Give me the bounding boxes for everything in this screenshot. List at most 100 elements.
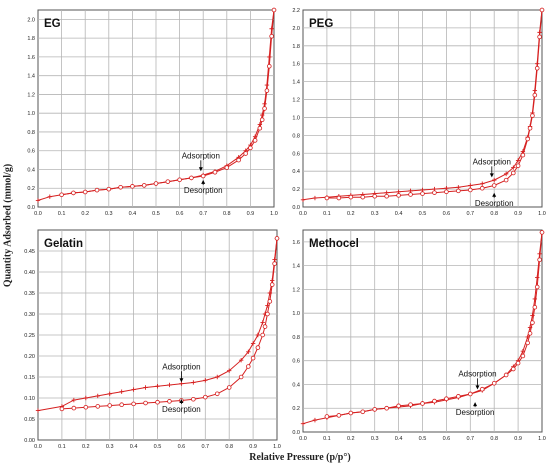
adsorption-point (143, 385, 148, 390)
desorption-point (264, 88, 270, 93)
desorption-point (479, 386, 485, 392)
desorption-point (372, 193, 378, 199)
desorption-point (372, 407, 378, 412)
desorption-point (95, 404, 101, 409)
x-tick-label: 0.7 (466, 436, 474, 442)
desorption-point (200, 173, 206, 179)
y-tick-label: 1.0 (292, 311, 300, 317)
desorption-point (432, 190, 437, 195)
adsorption-point (155, 384, 160, 389)
adsorption-point (532, 296, 538, 302)
annotation-desorption: Desorption (162, 405, 201, 414)
desorption-point (131, 401, 136, 407)
x-tick-label: 0.1 (58, 444, 66, 450)
y-tick-label: 0.0 (292, 430, 300, 436)
desorption-point (238, 374, 244, 380)
y-tick-label: 0.2 (27, 186, 35, 192)
desorption-point (265, 311, 270, 317)
adsorption-point (71, 397, 77, 403)
annotation-adsorption: Adsorption (473, 157, 511, 166)
y-tick-label: 1.8 (292, 44, 300, 50)
adsorption-point (269, 26, 274, 31)
adsorption-point (300, 421, 306, 426)
desorption-point (520, 353, 526, 359)
desorption-point (534, 65, 540, 71)
x-tick-label: 0.0 (34, 444, 42, 450)
y-tick-label: 0.0 (27, 205, 35, 211)
desorption-point (266, 63, 272, 69)
desorption-point (59, 192, 64, 198)
desorption-point (83, 404, 89, 410)
desorption-point (141, 183, 147, 188)
adsorption-point (511, 165, 516, 170)
adsorption-point (255, 332, 261, 338)
y-tick-label: 0.4 (292, 169, 300, 175)
panel-title: Methocel (309, 238, 359, 250)
x-tick-label: 0.9 (247, 211, 255, 217)
x-tick-label: 0.5 (419, 436, 427, 442)
desorption-point (255, 345, 261, 350)
adsorption-point (83, 395, 88, 401)
x-tick-label: 0.8 (490, 436, 498, 442)
y-tick-label: 1.6 (27, 55, 35, 61)
desorption-point (271, 7, 277, 13)
desorption-point (532, 304, 538, 310)
y-tick-label: 0.8 (27, 130, 35, 136)
desorption-point (348, 194, 354, 200)
y-tick-label: 0.00 (24, 438, 35, 444)
panel-title: EG (44, 18, 61, 30)
desorption-point (527, 331, 533, 336)
arrowhead (198, 167, 203, 172)
desorption-point (224, 165, 230, 170)
x-tick-label: 0.9 (514, 211, 522, 217)
panel-4: 0.0 0.1 0.2 0.3 0.4 0.5 0.6 0.7 0.8 0.9 1.0 0.0 0.2 0… (292, 229, 546, 442)
desorption-point (236, 157, 241, 163)
y-tick-label: 0.35 (24, 291, 35, 297)
x-tick-label: 1.0 (538, 211, 546, 217)
desorption-point (527, 125, 533, 131)
desorption-point (539, 7, 545, 13)
desorption-point (155, 399, 160, 405)
x-tick-label: 0.3 (371, 211, 379, 217)
desorption-point (525, 340, 530, 346)
arrowhead (475, 385, 480, 390)
desorption-point (212, 169, 218, 175)
x-tick-label: 0.2 (82, 444, 90, 450)
adsorption-point (312, 195, 318, 201)
desorption-point (532, 92, 538, 98)
x-tick-label: 0.7 (199, 211, 207, 217)
desorption-point (537, 34, 542, 40)
adsorption-point (492, 177, 497, 183)
desorption-point (515, 163, 521, 169)
x-tick-label: 0.1 (323, 436, 331, 442)
adsorption-point (107, 391, 112, 396)
desorption-point (106, 186, 112, 192)
y-tick-label: 2.0 (27, 17, 35, 23)
x-tick-label: 0.8 (225, 444, 233, 450)
adsorption-point (267, 54, 272, 60)
y-axis-label: Quantity Adsorbed (mmol/g) (2, 163, 14, 288)
desorption-point (252, 138, 258, 143)
adsorption-point (480, 181, 485, 186)
x-tick-label: 0.1 (323, 211, 331, 217)
desorption-point (274, 236, 280, 241)
adsorption-point (227, 368, 232, 373)
y-tick-label: 0.8 (292, 335, 300, 341)
x-tick-label: 1.0 (270, 211, 278, 217)
desorption-point (479, 185, 485, 191)
x-axis-label: Relative Pressure (p/p°) (249, 452, 351, 463)
x-tick-label: 0.6 (443, 436, 451, 442)
desorption-point (503, 372, 509, 378)
x-tick-label: 0.0 (34, 211, 42, 217)
desorption-point (336, 413, 342, 418)
y-tick-label: 0.30 (24, 312, 35, 318)
panel-3: 0.0 0.1 0.2 0.3 0.4 0.5 0.6 0.7 0.8 0.9 1.0 0.00 0.0… (24, 229, 281, 450)
x-tick-label: 0.1 (58, 211, 66, 217)
desorption-point (491, 183, 497, 188)
desorption-point (360, 194, 366, 200)
y-tick-label: 0.20 (24, 354, 35, 360)
desorption-point (467, 391, 473, 397)
desorption-point (503, 177, 509, 183)
y-tick-label: 0.05 (24, 417, 35, 423)
desorption-point (511, 366, 516, 372)
